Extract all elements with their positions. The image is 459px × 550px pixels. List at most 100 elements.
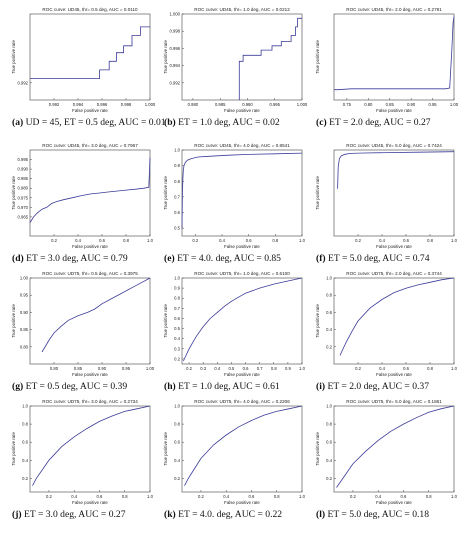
panel-caption: (e) ET = 4.0. deg, AUC = 0.85 (164, 253, 281, 264)
x-tick-label: 0.85 (386, 102, 395, 107)
panel-caption: (b) ET = 1.0 deg, AUC = 0.02 (164, 117, 280, 128)
y-tick-label: 1.0 (326, 404, 332, 409)
roc-curve (184, 405, 303, 486)
panel-letter: (j) (12, 509, 22, 520)
x-axis-label: False positive rate (376, 108, 412, 113)
plot-frame (29, 277, 151, 365)
x-axis-label: False positive rate (72, 500, 108, 505)
roc-panel: ROC curve: UD75, thr= 4.0 deg, AUC = 0.2… (160, 396, 306, 528)
panel-letter: (k) (164, 509, 176, 520)
panel-caption-text: ET = 4.0. deg, AUC = 0.85 (177, 253, 281, 264)
roc-panel: ROC curve: UD45, thr= 1.0 deg, AUC = 0.0… (160, 4, 308, 136)
x-tick-label: 0.2 (350, 494, 356, 499)
y-tick-label: 0.6 (174, 316, 180, 321)
x-tick-label: 0.8 (122, 494, 128, 499)
x-axis-label: False positive rate (376, 500, 412, 505)
y-axis-label: True positive rate (11, 40, 16, 74)
y-tick-label: 0.4 (174, 336, 180, 341)
plot-frame (29, 405, 151, 493)
roc-plot: ROC curve: UD45, thr= 1.0 deg, AUC = 0.0… (163, 7, 308, 113)
y-axis-label: True positive rate (163, 176, 168, 210)
panel-letter: (a) (12, 117, 24, 128)
roc-plot: ROC curve: UD45, thr= 5.0 deg, AUC = 0.7… (315, 143, 458, 249)
plot-title: ROC curve: UD75, thr= 4.0 deg, AUC = 0.2… (194, 399, 290, 404)
roc-plot: ROC curve: UD75, thr= 2.0 deg, AUC = 0.3… (315, 271, 458, 377)
roc-curve (336, 405, 455, 488)
roc-panel: ROC curve: UD75, thr= 2.0 deg, AUC = 0.3… (312, 268, 458, 400)
y-axis-label: True positive rate (11, 304, 16, 338)
roc-plot: ROC curve: UD75, thr= 1.0 deg, AUC = 0.6… (163, 271, 306, 377)
y-tick-label: 0.3 (174, 346, 180, 351)
y-tick-label: 0.994 (170, 63, 181, 68)
x-tick-label: 0.980 (188, 102, 199, 107)
roc-panel: ROC curve: UD45, thr= 2.0 deg, AUC = 0.2… (312, 4, 459, 136)
panel-caption: (g) ET = 0.5 deg, AUC = 0.39 (12, 381, 127, 392)
x-tick-label: 0.2 (51, 238, 57, 243)
panel-caption-text: ET = 2.0 deg, AUC = 0.27 (329, 117, 431, 128)
roc-panel: ROC curve: UD75, thr= 3.0 deg, AUC = 0.2… (8, 396, 154, 528)
x-tick-label: 0.8 (272, 238, 278, 243)
roc-curve (334, 16, 455, 91)
roc-plot: ROC curve: UD75, thr= 4.0 deg, AUC = 0.2… (163, 399, 306, 505)
roc-panel: ROC curve: UD45, thr= 0.5 deg, AUC = 0.0… (8, 4, 166, 136)
panel-caption: (h) ET = 1.0 deg, AUC = 0.61 (164, 381, 280, 392)
roc-curve (41, 277, 151, 353)
plot-frame (181, 149, 303, 237)
y-tick-label: 0.9 (174, 163, 180, 168)
x-axis-label: False positive rate (224, 500, 260, 505)
x-tick-label: 1.000 (145, 102, 156, 107)
y-axis-label: True positive rate (315, 304, 320, 338)
x-tick-label: 0.2 (198, 494, 204, 499)
y-tick-label: 0.2 (22, 476, 28, 481)
x-tick-label: 0.992 (49, 102, 60, 107)
roc-panel: ROC curve: UD45, thr= 3.0 deg, AUC = 0.7… (8, 140, 154, 272)
x-tick-label: 0.8 (427, 366, 433, 371)
x-axis-label: False positive rate (224, 108, 260, 113)
roc-curve (339, 277, 455, 356)
panel-letter: (h) (164, 381, 176, 392)
plot-title: ROC curve: UD75, thr= 1.0 deg, AUC = 0.6… (194, 271, 290, 276)
x-tick-label: 1.0 (147, 238, 153, 243)
y-tick-label: 0.995 (18, 157, 29, 162)
panel-caption-text: ET = 3.0 deg, AUC = 0.27 (24, 509, 126, 520)
y-tick-label: 0.8 (326, 293, 332, 298)
y-tick-label: 1.0 (174, 276, 180, 281)
x-tick-label: 0.4 (223, 494, 229, 499)
y-tick-label: 0.90 (20, 310, 29, 315)
roc-panel: ROC curve: UD75, thr= 5.0 deg, AUC = 0.1… (312, 396, 458, 528)
y-tick-label: 0.4 (326, 458, 332, 463)
y-tick-label: 0.985 (18, 176, 29, 181)
roc-plot: ROC curve: UD45, thr= 4.0 deg, AUC = 0.8… (163, 143, 306, 249)
x-tick-label: 0.6 (403, 238, 409, 243)
roc-plot: ROC curve: UD75, thr= 5.0 deg, AUC = 0.1… (315, 399, 458, 505)
y-tick-label: 0.990 (18, 167, 29, 172)
y-tick-label: 0.6 (22, 440, 28, 445)
roc-panel: ROC curve: UD45, thr= 5.0 deg, AUC = 0.7… (312, 140, 458, 272)
panel-caption: (f) ET = 5.0 deg, AUC = 0.74 (316, 253, 430, 264)
plot-title: ROC curve: UD45, thr= 4.0 deg, AUC = 0.8… (194, 143, 290, 148)
y-axis-label: True positive rate (163, 432, 168, 466)
y-tick-label: 0.980 (18, 186, 29, 191)
plot-frame (29, 149, 151, 237)
panel-caption-text: ET = 5.0 deg, AUC = 0.18 (327, 509, 429, 520)
panel-caption: (i) ET = 2.0 deg, AUC = 0.37 (316, 381, 429, 392)
y-tick-label: 0.4 (174, 458, 180, 463)
y-tick-label: 0.80 (20, 344, 29, 349)
roc-plot: ROC curve: UD45, thr= 0.5 deg, AUC = 0.0… (11, 7, 156, 113)
y-tick-label: 1.0 (22, 404, 28, 409)
roc-plot: ROC curve: UD75, thr= 3.0 deg, AUC = 0.2… (11, 399, 154, 505)
plot-frame (333, 277, 455, 365)
y-tick-label: 0.8 (22, 422, 28, 427)
plot-frame (181, 277, 303, 365)
roc-panel: ROC curve: UD45, thr= 4.0 deg, AUC = 0.8… (160, 140, 306, 272)
roc-plot: ROC curve: UD45, thr= 2.0 deg, AUC = 0.2… (315, 7, 459, 113)
y-tick-label: 0.975 (18, 195, 29, 200)
x-tick-label: 0.6 (403, 366, 409, 371)
x-tick-label: 0.2 (355, 238, 361, 243)
y-tick-label: 0.8 (174, 179, 180, 184)
plot-frame (181, 405, 303, 493)
panel-caption-text: ET = 4.0. deg, AUC = 0.22 (178, 509, 283, 520)
roc-curve (30, 26, 150, 79)
panel-caption: (l) ET = 5.0 deg, AUC = 0.18 (316, 509, 429, 520)
y-tick-label: 0.6 (326, 440, 332, 445)
